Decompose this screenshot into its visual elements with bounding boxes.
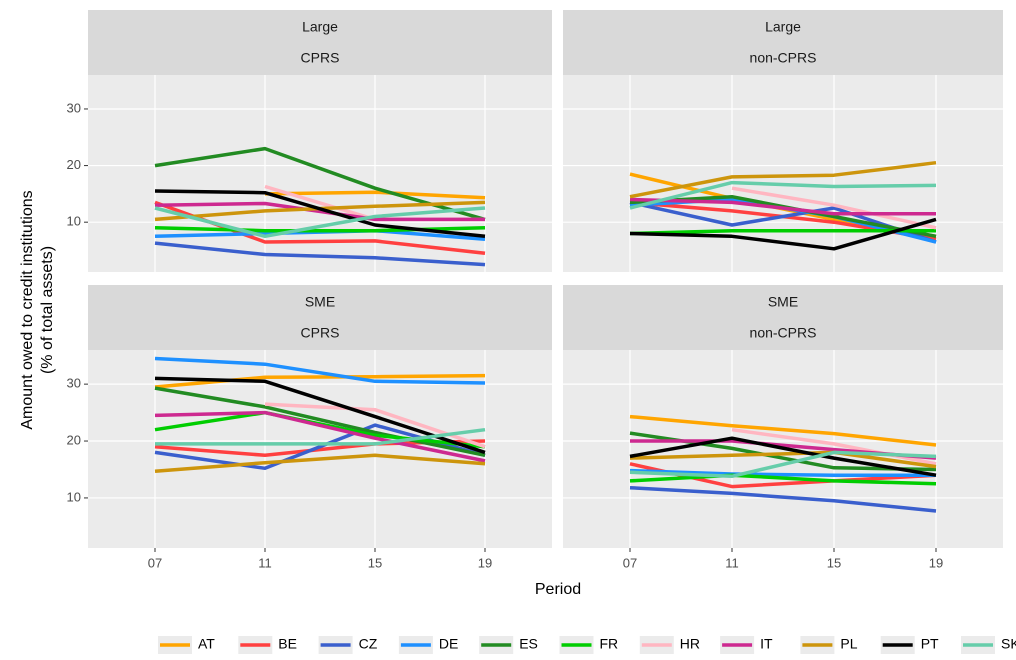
facet-strip: [88, 10, 552, 75]
x-axis-title: Period: [535, 581, 581, 598]
series-line: [629, 485, 937, 513]
x-tick-label: 15: [827, 555, 841, 570]
y-axis-title-line: Amount owed to credit institutions: [19, 190, 36, 429]
series-line: [629, 180, 937, 210]
y-axis-title: Amount owed to credit institutions (% of…: [19, 190, 56, 429]
y-tick-label: 20: [67, 432, 81, 447]
x-tick-label: 15: [368, 555, 382, 570]
x-tick-label: 07: [623, 555, 637, 570]
y-tick-label: 10: [67, 489, 81, 504]
facet-strip-label: Large: [765, 19, 801, 35]
series-line: [154, 206, 486, 239]
series-line: [154, 376, 486, 455]
x-tick-label: 19: [929, 555, 943, 570]
series-line: [154, 201, 485, 222]
series-line: [154, 410, 486, 463]
series-line: [629, 160, 937, 199]
series-line: [629, 436, 937, 477]
facet-strip-label: Large: [302, 19, 338, 35]
series-line: [629, 450, 937, 469]
series-line: [154, 373, 486, 389]
legend-label: HR: [680, 636, 700, 652]
series-line: [629, 197, 936, 216]
series-line: [264, 190, 486, 200]
facet-strip-label: SME: [305, 294, 335, 310]
legend-label: BE: [278, 636, 297, 652]
facet-strip: [563, 10, 1003, 75]
facet-strip: [88, 285, 552, 350]
series-line: [731, 186, 937, 230]
series-line: [629, 217, 937, 251]
series-line: [154, 386, 486, 458]
y-axis-title-line: (% of total assets): [39, 246, 56, 374]
facet-strip-label: non-CPRS: [750, 325, 817, 341]
facet-strip-label: non-CPRS: [750, 50, 817, 66]
legend-label: SK: [1001, 636, 1016, 652]
y-tick-label: 10: [67, 214, 81, 229]
series-line: [629, 468, 936, 477]
series-line: [629, 450, 937, 479]
facet-strip-label: CPRS: [301, 50, 340, 66]
legend-label: DE: [439, 636, 458, 652]
legend-label: ES: [519, 636, 538, 652]
legend-label: AT: [198, 636, 215, 652]
legend-label: FR: [600, 636, 619, 652]
legend-label: PL: [840, 636, 857, 652]
series-line: [629, 473, 937, 486]
x-tick-label: 07: [148, 555, 162, 570]
legend-label: CZ: [359, 636, 378, 652]
series-line: [629, 228, 936, 236]
series-line: [154, 453, 486, 473]
series-line: [154, 356, 486, 385]
series-line: [731, 427, 937, 466]
facet-strip: [563, 285, 1003, 350]
y-tick-label: 20: [67, 157, 81, 172]
series-line: [155, 427, 486, 446]
series-line: [629, 414, 937, 447]
facet-strip-label: CPRS: [301, 325, 340, 341]
series-line: [154, 241, 486, 267]
x-tick-label: 19: [478, 555, 492, 570]
y-tick-label: 30: [67, 100, 81, 115]
series-line: [154, 189, 486, 239]
y-tick-label: 30: [67, 376, 81, 391]
x-tick-label: 11: [725, 555, 739, 570]
legend-label: IT: [760, 636, 773, 652]
facet-strip-label: SME: [768, 294, 798, 310]
legend-label: PT: [921, 636, 939, 652]
x-tick-label: 11: [258, 555, 272, 570]
